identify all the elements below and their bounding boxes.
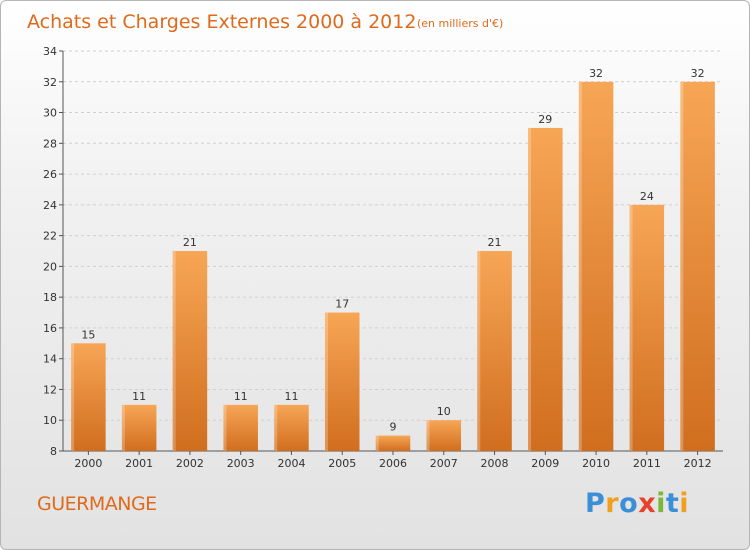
bar — [324, 312, 360, 451]
bar — [477, 251, 512, 451]
data-label: 32 — [691, 67, 705, 80]
y-tick-label: 32 — [43, 76, 57, 89]
data-label: 21 — [488, 236, 502, 249]
axes — [59, 50, 723, 455]
data-label: 11 — [132, 390, 146, 403]
bar — [274, 404, 309, 451]
bar — [121, 404, 157, 451]
data-label: 15 — [81, 328, 95, 341]
bar — [629, 204, 665, 451]
x-tick-label: 2003 — [227, 457, 255, 470]
y-tick-label: 28 — [43, 137, 57, 150]
bar — [71, 343, 106, 451]
x-tick-label: 2012 — [684, 457, 712, 470]
bar — [172, 251, 208, 451]
chart-unit: (en milliers d'€) — [417, 17, 503, 30]
x-tick-label: 2002 — [176, 457, 204, 470]
bar-highlight — [629, 204, 633, 451]
bar — [528, 127, 563, 451]
bar-highlight — [680, 81, 684, 452]
logo-letter: i — [679, 488, 690, 519]
proxiti-logo: Proxiti — [585, 488, 689, 519]
labels: 8 10 12 14 16 18 20 22 24 26 28 30 32 34 15 2000 11 2001 2… — [43, 45, 712, 470]
x-tick-label: 2001 — [125, 457, 153, 470]
bar — [680, 81, 715, 452]
x-tick-label: 2005 — [328, 457, 356, 470]
chart-title: Achats et Charges Externes 2000 à 2012 — [27, 11, 416, 33]
y-tick-label: 12 — [43, 383, 57, 396]
bar — [578, 81, 614, 452]
bar-highlight — [324, 312, 328, 451]
data-label: 17 — [335, 298, 349, 311]
x-tick-label: 2009 — [531, 457, 559, 470]
x-tick-label: 2006 — [379, 457, 407, 470]
logo-letter: P — [585, 488, 606, 519]
logo-letter: t — [665, 488, 680, 519]
y-tick-label: 26 — [43, 168, 57, 181]
x-tick-label: 2000 — [74, 457, 102, 470]
data-label: 21 — [183, 236, 197, 249]
commune-name: GUERMANGE — [37, 493, 157, 515]
data-label: 11 — [234, 390, 248, 403]
bar-highlight — [578, 81, 582, 452]
bar — [426, 420, 462, 451]
data-label: 24 — [640, 190, 654, 203]
y-tick-label: 22 — [43, 230, 57, 243]
data-label: 29 — [538, 113, 552, 126]
grid — [63, 50, 723, 452]
bar-highlight — [223, 404, 227, 451]
bar-highlight — [528, 127, 532, 451]
y-tick-label: 10 — [43, 414, 57, 427]
x-tick-label: 2004 — [277, 457, 305, 470]
bar-highlight — [274, 404, 278, 451]
y-tick-label: 34 — [43, 45, 57, 58]
x-tick-label: 2011 — [633, 457, 661, 470]
x-tick-label: 2007 — [430, 457, 458, 470]
bar — [375, 435, 411, 451]
x-tick-label: 2010 — [582, 457, 610, 470]
data-label: 10 — [437, 405, 451, 418]
y-tick-label: 18 — [43, 291, 57, 304]
bar-highlight — [477, 251, 481, 451]
logo-letter: i — [656, 488, 666, 519]
y-tick-label: 14 — [43, 353, 57, 366]
bar-highlight — [172, 251, 176, 451]
bar — [223, 404, 258, 451]
y-tick-label: 30 — [43, 107, 57, 120]
data-label: 32 — [589, 67, 603, 80]
logo-letter: r — [605, 488, 620, 519]
y-tick-label: 16 — [43, 322, 57, 335]
data-label: 9 — [390, 421, 397, 434]
bar-highlight — [375, 435, 379, 451]
y-tick-label: 8 — [50, 445, 57, 458]
y-tick-label: 24 — [43, 199, 57, 212]
bar-highlight — [426, 420, 430, 451]
x-tick-label: 2008 — [481, 457, 509, 470]
data-label: 11 — [284, 390, 298, 403]
logo-letter: x — [638, 488, 657, 519]
y-tick-label: 20 — [43, 260, 57, 273]
bar-highlight — [121, 404, 125, 451]
bar-highlight — [71, 343, 75, 451]
logo-letter: o — [619, 488, 639, 519]
bars — [71, 81, 715, 452]
